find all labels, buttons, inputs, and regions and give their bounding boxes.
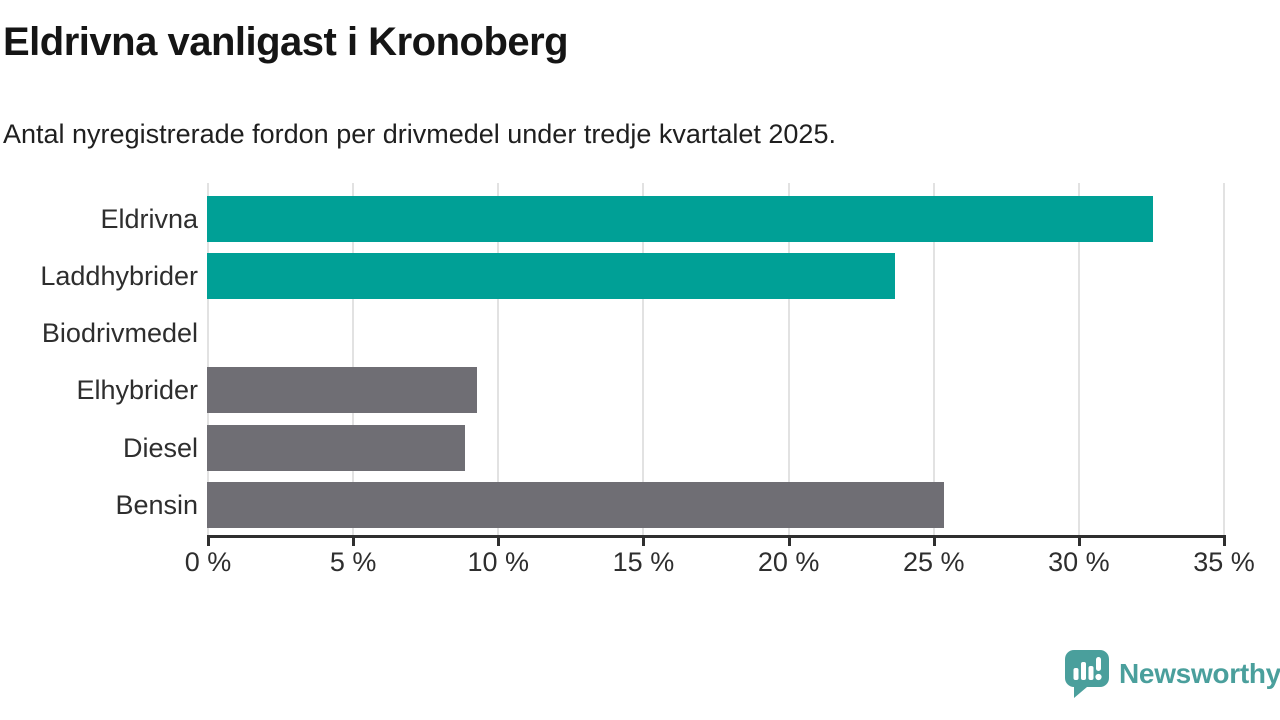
gridline — [352, 183, 355, 536]
x-axis-tick — [497, 535, 501, 546]
bar — [207, 253, 895, 300]
gridline — [787, 183, 790, 536]
gridline — [1223, 183, 1226, 536]
bar — [207, 196, 1154, 242]
gridline — [1077, 183, 1080, 536]
x-tick-label: 25 % — [902, 547, 965, 577]
x-tick-label: 35 % — [1193, 547, 1255, 577]
x-axis-tick — [1223, 535, 1227, 546]
x-tick-label: 0 % — [184, 547, 232, 577]
x-axis-tick — [787, 535, 791, 546]
category-label: Elhybrider — [76, 375, 198, 406]
x-axis-tick — [1077, 535, 1081, 546]
category-label: Eldrivna — [100, 204, 198, 234]
category-label: Bensin — [115, 489, 198, 520]
gridline — [497, 183, 500, 536]
newsworthy-brand: Newsworthy — [1064, 649, 1280, 698]
x-axis-tick — [642, 535, 646, 546]
x-axis-tick — [932, 535, 936, 546]
category-label: Biodrivmedel — [41, 318, 198, 349]
bar — [207, 367, 477, 414]
x-axis-tick — [352, 535, 356, 546]
x-axis-tick — [207, 535, 210, 546]
gridline — [642, 183, 645, 536]
x-tick-label: 20 % — [757, 547, 820, 577]
gridline — [207, 183, 209, 536]
x-tick-label: 30 % — [1048, 547, 1110, 577]
page-title: Eldrivna vanligast i Kronoberg — [3, 20, 569, 64]
gridline — [932, 183, 935, 536]
x-tick-label: 10 % — [467, 547, 530, 577]
category-label: Laddhybrider — [40, 261, 198, 292]
brand-name: Newsworthy — [1119, 657, 1280, 689]
x-tick-label: 15 % — [612, 547, 675, 577]
bar — [207, 481, 945, 528]
x-tick-label: 5 % — [329, 547, 377, 577]
bar — [207, 424, 466, 471]
x-axis-line — [207, 535, 1224, 538]
chart-subtitle: Antal nyregistrerade fordon per drivmede… — [3, 119, 836, 149]
bar-chart: 0 % 5 % 10 % 15 % 20 % 25 % 30 % 35 % Eldrivna La… — [0, 183, 1280, 583]
newsworthy-logo-icon — [1065, 650, 1109, 698]
category-label: Diesel — [122, 432, 198, 463]
